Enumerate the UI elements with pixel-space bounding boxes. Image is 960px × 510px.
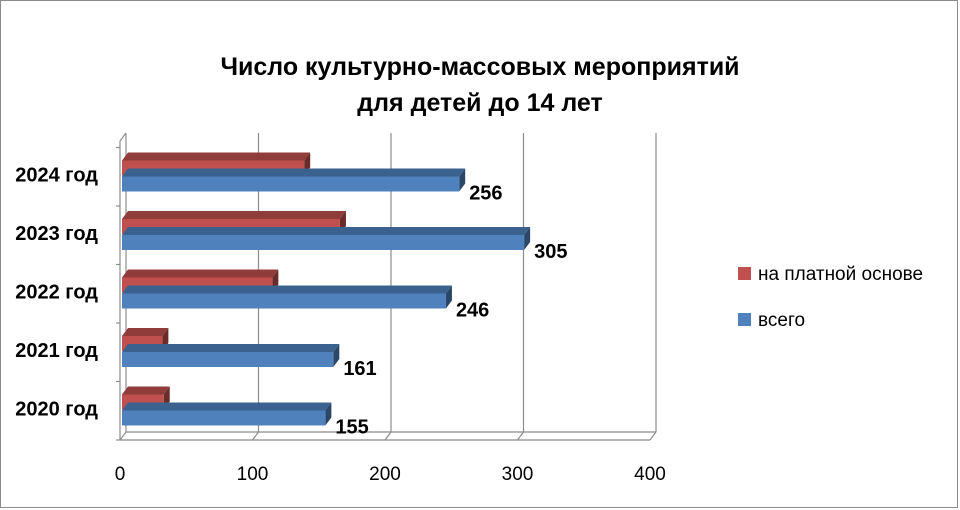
gridline-floor — [384, 431, 392, 441]
chart-title-line-2: для детей до 14 лет — [357, 89, 602, 117]
chart-title-line-1: Число культурно-массовых мероприятий — [220, 53, 739, 81]
data-label: 161 — [343, 358, 376, 380]
bar-top-face — [122, 328, 169, 336]
bar-top-face — [122, 227, 531, 235]
bar — [122, 410, 326, 426]
bar-end-face — [445, 285, 452, 309]
bar-top-face — [122, 386, 170, 395]
legend: на платной основе всего — [738, 264, 923, 331]
bar-top-face — [122, 168, 466, 177]
gridline-floor — [119, 431, 127, 441]
bar-top-face — [122, 285, 452, 294]
bar-top-face — [122, 269, 279, 278]
bar-top-face — [122, 402, 332, 411]
legend-label: всего — [758, 310, 805, 331]
legend-swatch — [738, 313, 751, 326]
category-label: 2023 год — [15, 223, 98, 245]
data-label: 305 — [534, 241, 567, 263]
axis-corner — [119, 132, 127, 142]
bar — [122, 235, 525, 250]
gridline-floor — [649, 431, 657, 441]
category-label: 2020 год — [15, 399, 98, 421]
bar-end-face — [333, 344, 340, 367]
x-tick-label: 400 — [634, 464, 666, 485]
bar-top-face — [122, 152, 311, 161]
x-tick-label: 300 — [502, 464, 534, 485]
x-tick-label: 100 — [237, 464, 269, 485]
data-label: 246 — [456, 300, 489, 322]
legend-label: на платной основе — [758, 264, 923, 285]
x-tick-label: 0 — [115, 464, 126, 485]
bar-end-face — [325, 402, 332, 426]
x-tick-label: 200 — [369, 464, 401, 485]
bar — [122, 293, 446, 309]
category-label: 2021 год — [15, 340, 98, 362]
bar — [122, 352, 334, 367]
gridline-floor — [252, 431, 259, 441]
bar-end-face — [459, 168, 466, 192]
data-label: 155 — [335, 417, 368, 439]
bar — [122, 176, 460, 192]
chart-title: Число культурно-массовых мероприятий для… — [220, 53, 739, 117]
category-label: 2024 год — [15, 165, 98, 187]
bar-top-face — [122, 344, 340, 352]
category-label: 2022 год — [15, 282, 98, 304]
legend-swatch — [738, 267, 751, 280]
bar-end-face — [524, 227, 531, 250]
data-label: 256 — [469, 183, 502, 205]
bar-top-face — [122, 211, 346, 219]
gridline-floor — [517, 431, 524, 441]
